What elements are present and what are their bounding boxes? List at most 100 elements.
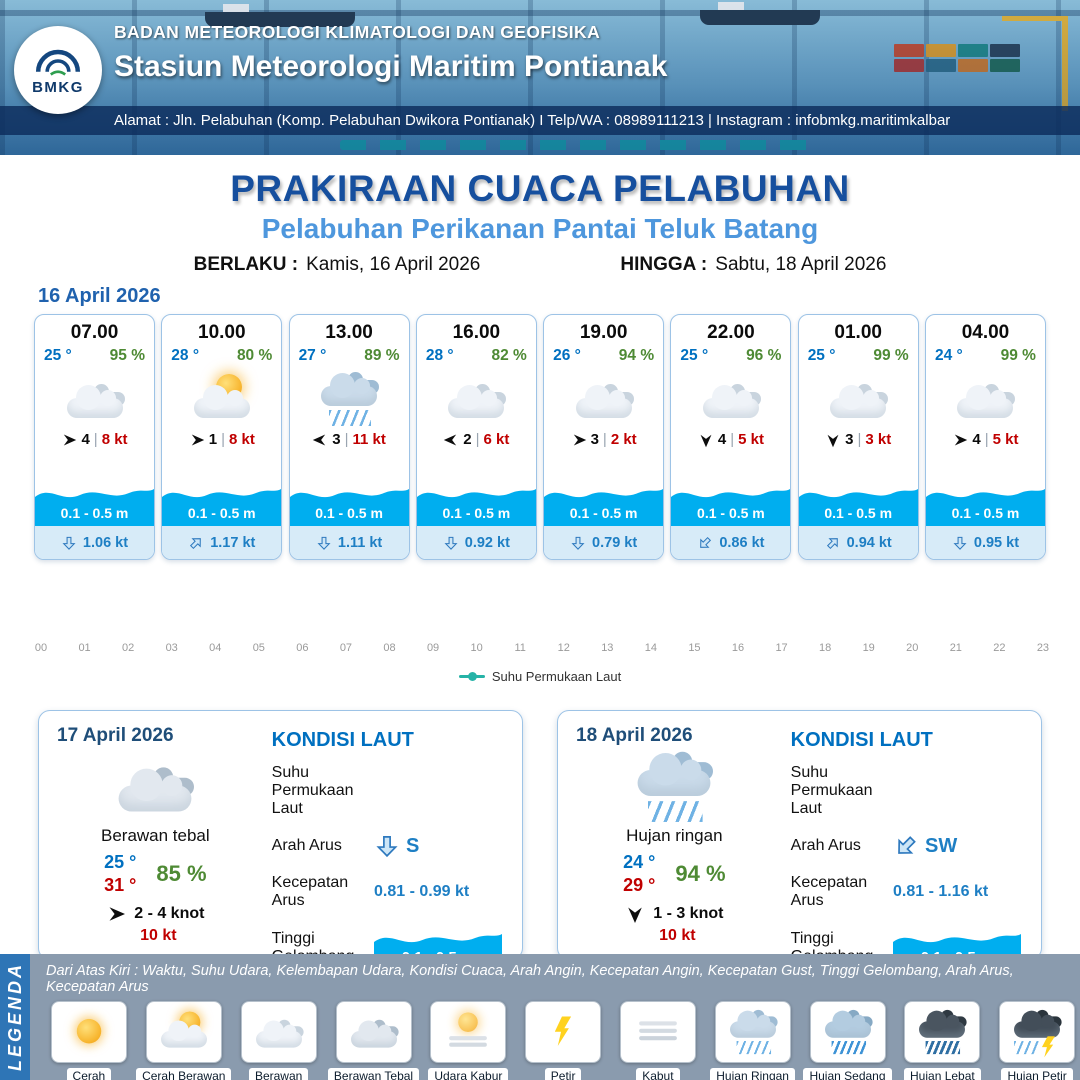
wind-gust: 11 kt [352,431,386,448]
day-date: 17 April 2026 [57,725,174,746]
legend-item: Udara Kabur [426,1001,512,1080]
legend-item-label: Cerah [66,1068,112,1080]
forecast-card: 10.00 28 ° 80 % 1 | 8 kt 0.1 - 0.5 m 1.17 k… [161,314,283,560]
day-weather-icon [628,751,722,822]
forecast-card-row: 07.00 25 ° 95 % 4 | 8 kt 0.1 - 0.5 m 1.06 k… [0,314,1080,560]
current-direction-icon [570,535,586,551]
beam-icon [0,10,1080,16]
forecast-card: 19.00 26 ° 94 % 3 | 2 kt 0.1 - 0.5 m 0.79 k… [543,314,665,560]
current-row: 1.11 kt [289,526,409,559]
forecast-card: 22.00 25 ° 96 % 4 | 5 kt 0.1 - 0.5 m 0.86 k… [670,314,792,560]
forecast-card: 04.00 24 ° 99 % 4 | 5 kt 0.1 - 0.5 m 0.95 k… [924,314,1046,560]
hour-label: 01 [78,642,91,654]
hour-label: 05 [252,642,265,654]
humidity: 99 % [873,347,909,364]
day-weather-icon [109,756,203,820]
forecast-card: 16.00 28 ° 82 % 2 | 6 kt 0.1 - 0.5 m 0.92 k… [415,314,537,560]
day-current-direction-icon [888,828,925,865]
forecast-date: 16 April 2026 [38,285,161,307]
time-label: 16.00 [452,322,501,343]
forecast-card: 13.00 27 ° 89 % 3 | 11 kt 0.1 - 0.5 m 1.11 … [288,314,410,560]
legend-item-label: Hujan Sedang [803,1068,892,1080]
hour-label: 19 [862,642,875,654]
hour-label: 22 [993,642,1006,654]
legend-item: Cerah [46,1001,132,1080]
wind-gust: 5 kt [738,431,764,448]
current-row: 0.79 kt [544,526,664,559]
humidity: 95 % [109,347,145,364]
validity-from-value: Kamis, 16 April 2026 [306,254,481,275]
current-speed: 0.79 kt [592,534,638,551]
wave-height: 0.1 - 0.5 m [824,505,893,521]
current-direction-icon [694,531,717,554]
wave-band: 0.1 - 0.5 m [925,480,1045,526]
wind-direction-icon [443,432,459,448]
sea-conditions-title: KONDISI LAUT [271,729,414,751]
current-speed: 1.06 kt [82,534,129,551]
wave-height: 0.1 - 0.5 m [315,505,383,521]
validity-from-label: BERLAKU : [193,254,299,275]
current-speed: 0.92 kt [464,534,510,551]
wind-direction-icon [189,432,205,448]
legend-item: Kabut [615,1001,701,1080]
wind-gust: 3 kt [865,431,892,448]
day-temp-max: 31 ° [104,875,137,895]
legend-item: Hujan Sedang [803,1001,892,1080]
day-card: 18 April 2026 Hujan ringan 24 ° 29 ° 94 %… [557,710,1042,971]
day-humidity: 85 % [156,861,207,886]
validity-to-label: HINGGA : [620,254,708,275]
hour-label: 23 [1036,642,1050,654]
hour-label: 07 [339,642,353,654]
current-direction-label: Arah Arus [790,837,861,854]
wave-height: 0.1 - 0.5 m [442,505,511,521]
hour-label: 14 [644,642,657,654]
legend-title-strip: LEGENDA [0,954,30,1080]
time-label: 01.00 [834,322,882,343]
current-row: 0.95 kt [925,526,1045,559]
wind-gust: 2 kt [610,431,637,448]
legend-item-label: Hujan Petir [1001,1068,1073,1080]
wind-direction-icon [825,432,841,448]
chart-legend-label: Suhu Permukaan Laut [491,669,622,684]
weather-icon [568,374,640,424]
current-direction-icon [443,535,459,551]
current-speed: 0.94 kt [846,534,892,551]
current-direction-label: Arah Arus [271,837,342,854]
time-label: 13.00 [325,322,373,343]
wind-gust: 8 kt [228,431,255,448]
page-title: PRAKIRAAN CUACA PELABUHAN [230,168,850,209]
current-speed: 0.95 kt [973,534,1020,551]
wave-band: 0.1 - 0.5 m [798,480,918,526]
day-wind-direction-icon [106,904,126,924]
separator: | [730,431,735,448]
wind-speed: 3 [590,431,599,448]
weather-icon [949,374,1021,424]
wind-direction-icon [952,432,968,448]
humidity: 82 % [491,347,527,364]
current-speed-value: 0.81 - 0.99 kt [374,883,470,900]
hour-label: 09 [426,642,440,654]
validity-row: BERLAKU : Kamis, 16 April 2026 HINGGA : Sa… [0,254,1080,276]
header: BMKG BADAN METEOROLOGI KLIMATOLOGI DAN G… [0,0,1080,155]
day-condition: Hujan ringan [626,826,723,845]
wave-band: 0.1 - 0.5 m [544,480,664,526]
hour-label: 00 [34,642,48,654]
separator: | [93,431,98,448]
air-temp: 25 ° [807,347,836,364]
wind-gust: 6 kt [483,431,510,448]
bmkg-logo: BMKG [14,26,102,114]
hour-label: 02 [122,642,135,654]
address-line: Alamat : Jln. Pelabuhan (Komp. Pelabuhan… [0,106,1080,135]
hour-label: 11 [514,642,526,654]
legend-item: Berawan [236,1001,322,1080]
hour-label: 20 [906,642,919,654]
day-wind-gust: 10 kt [659,927,696,944]
day-wind-range: 2 - 4 knot [134,905,205,922]
current-direction-icon [821,531,844,554]
wave-height: 0.1 - 0.5 m [569,505,638,521]
current-direction-icon [61,535,77,551]
hour-label: 10 [470,642,483,654]
current-row: 1.17 kt [162,526,282,559]
time-label: 04.00 [961,322,1010,343]
